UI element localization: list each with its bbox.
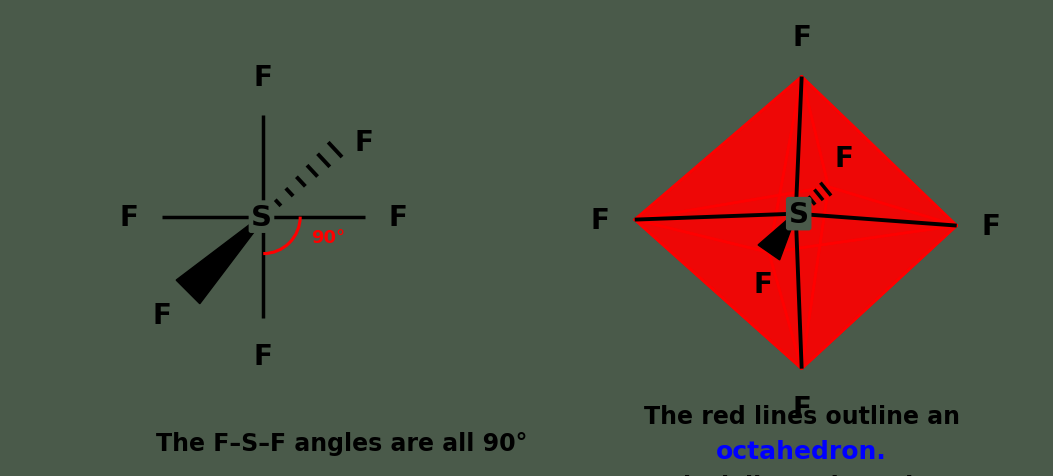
Text: F: F: [254, 64, 273, 92]
Text: F: F: [254, 342, 273, 370]
Polygon shape: [635, 78, 829, 220]
Text: S: S: [789, 200, 809, 228]
Text: F: F: [754, 271, 772, 298]
Text: Black lines show the: Black lines show the: [665, 474, 938, 476]
Polygon shape: [635, 78, 801, 253]
Polygon shape: [635, 188, 829, 369]
Text: 90°: 90°: [311, 228, 345, 247]
Text: F: F: [792, 394, 811, 422]
Text: F: F: [792, 24, 811, 52]
Text: F: F: [834, 145, 853, 173]
Text: F: F: [981, 212, 1000, 240]
Text: The red lines outline an: The red lines outline an: [643, 405, 959, 428]
Text: F: F: [591, 206, 610, 234]
Text: F: F: [354, 128, 373, 156]
Polygon shape: [758, 216, 795, 260]
Text: F: F: [119, 203, 138, 231]
Polygon shape: [801, 188, 957, 369]
Polygon shape: [176, 218, 263, 304]
Polygon shape: [769, 78, 957, 253]
Text: octahedron.: octahedron.: [716, 439, 887, 463]
Text: F: F: [389, 203, 408, 231]
Text: F: F: [153, 301, 172, 329]
Polygon shape: [769, 226, 957, 369]
Polygon shape: [635, 220, 801, 369]
Text: The F–S–F angles are all 90°: The F–S–F angles are all 90°: [156, 431, 528, 455]
Polygon shape: [801, 78, 957, 226]
Text: S: S: [251, 203, 272, 231]
